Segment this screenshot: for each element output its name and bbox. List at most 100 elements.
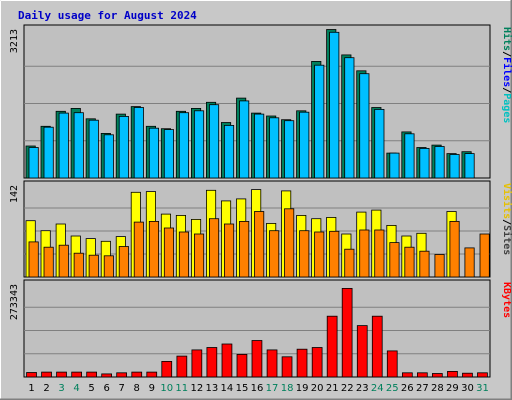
bar-kbytes-day-27 xyxy=(416,372,428,378)
bar-sites-day-15 xyxy=(239,220,250,278)
chart-title: Daily usage for August 2024 xyxy=(18,9,197,22)
bar-kbytes-day-22 xyxy=(341,287,353,378)
bar-files-day-2 xyxy=(43,126,54,179)
legend-separator: / xyxy=(501,87,512,93)
legend-item-files: Files xyxy=(501,57,512,87)
bar-files-day-3 xyxy=(58,112,69,179)
bar-kbytes-day-31 xyxy=(477,372,488,378)
bar-kbytes-day-12 xyxy=(191,349,203,378)
bar-files-day-12 xyxy=(193,110,205,179)
bar-sites-day-29 xyxy=(449,220,460,278)
bar-sites-day-27 xyxy=(419,250,430,278)
x-tick-label-day-17: 17 xyxy=(266,383,279,394)
bar-files-day-25 xyxy=(389,152,400,179)
bar-kbytes-day-21 xyxy=(326,315,338,378)
x-tick-label-day-15: 15 xyxy=(236,383,249,394)
bar-sites-day-13 xyxy=(208,218,220,278)
bar-sites-day-19 xyxy=(299,230,310,278)
bar-sites-day-26 xyxy=(404,246,415,278)
bar-kbytes-day-8 xyxy=(131,371,143,378)
x-tick-label-day-10: 10 xyxy=(160,383,173,394)
legend-item-pages: Pages xyxy=(501,93,512,123)
x-tick-label-day-22: 22 xyxy=(341,383,354,394)
bar-kbytes-day-11 xyxy=(176,355,188,378)
bar-files-day-16 xyxy=(254,113,265,179)
bar-sites-day-10 xyxy=(163,227,175,278)
bar-sites-day-24 xyxy=(374,229,385,278)
x-tick-label-day-6: 6 xyxy=(104,383,110,394)
bar-kbytes-day-10 xyxy=(161,360,173,378)
x-tick-label-day-21: 21 xyxy=(326,383,339,394)
x-tick-label-day-23: 23 xyxy=(356,383,369,394)
x-tick-label-day-29: 29 xyxy=(446,383,459,394)
bar-files-day-20 xyxy=(314,64,325,179)
panel-pages-files-hits-legend: Hits/Files/Pages xyxy=(501,27,512,123)
bar-sites-day-2 xyxy=(43,246,54,278)
bar-kbytes-day-14 xyxy=(221,343,233,378)
bar-sites-day-12 xyxy=(193,233,205,278)
x-tick-label-day-19: 19 xyxy=(296,383,309,394)
bar-files-day-24 xyxy=(374,109,385,179)
bar-files-day-13 xyxy=(208,104,220,179)
bar-sites-day-9 xyxy=(148,220,160,278)
x-tick-label-day-11: 11 xyxy=(175,383,188,394)
x-tick-label-day-16: 16 xyxy=(251,383,264,394)
bar-sites-day-11 xyxy=(178,231,190,278)
legend-item-kbytes: KBytes xyxy=(501,282,512,318)
bar-files-day-17 xyxy=(269,117,280,179)
bar-kbytes-day-24 xyxy=(371,315,383,378)
bar-sites-day-8 xyxy=(133,221,144,278)
bar-files-day-11 xyxy=(178,112,190,179)
bar-kbytes-day-1 xyxy=(26,372,37,378)
x-tick-label-day-25: 25 xyxy=(386,383,399,394)
legend-item-sites: Sites xyxy=(501,225,512,255)
bar-files-day-7 xyxy=(118,116,129,179)
x-tick-label-day-24: 24 xyxy=(371,383,384,394)
x-tick-label-day-27: 27 xyxy=(416,383,429,394)
bar-sites-day-7 xyxy=(118,246,129,278)
bar-files-day-1 xyxy=(28,147,39,179)
x-tick-label-day-18: 18 xyxy=(281,383,294,394)
bar-sites-day-20 xyxy=(314,231,325,278)
bar-files-day-19 xyxy=(299,111,310,179)
bar-kbytes-day-3 xyxy=(56,371,67,378)
bar-sites-day-6 xyxy=(103,255,114,278)
legend-item-hits: Hits xyxy=(501,27,512,51)
bar-sites-day-14 xyxy=(223,223,235,278)
bar-files-day-23 xyxy=(359,73,370,179)
bar-files-day-10 xyxy=(163,129,175,179)
x-tick-label-day-1: 1 xyxy=(28,383,34,394)
panel-kbytes-legend: KBytes xyxy=(501,282,512,318)
bar-files-day-30 xyxy=(464,153,475,179)
bar-kbytes-day-2 xyxy=(41,371,52,378)
bar-sites-day-30 xyxy=(464,247,475,278)
bar-kbytes-day-20 xyxy=(311,347,323,378)
x-tick-label-day-20: 20 xyxy=(311,383,324,394)
bar-files-day-15 xyxy=(239,100,250,179)
bar-kbytes-day-7 xyxy=(116,372,127,378)
legend-item-visits: Visits xyxy=(501,183,512,219)
panel-sites-visits-legend: Visits/Sites xyxy=(501,183,512,255)
bar-sites-day-31 xyxy=(479,233,490,278)
bar-sites-day-4 xyxy=(73,252,84,278)
bar-files-day-29 xyxy=(449,154,460,179)
x-tick-label-day-28: 28 xyxy=(431,383,444,394)
bar-kbytes-day-13 xyxy=(206,347,218,378)
bar-sites-day-25 xyxy=(389,242,400,278)
x-tick-label-day-12: 12 xyxy=(191,383,204,394)
bar-files-day-26 xyxy=(404,133,415,179)
bar-files-day-14 xyxy=(223,125,235,179)
legend-separator: / xyxy=(501,51,512,57)
bar-files-day-4 xyxy=(73,112,84,179)
bar-kbytes-day-17 xyxy=(266,349,278,378)
bar-kbytes-day-30 xyxy=(462,372,473,378)
bar-kbytes-day-16 xyxy=(251,340,263,378)
bar-sites-day-17 xyxy=(269,230,280,278)
bar-kbytes-day-9 xyxy=(146,371,158,378)
bar-kbytes-day-26 xyxy=(401,372,413,378)
bar-sites-day-23 xyxy=(359,229,370,278)
bar-kbytes-day-6 xyxy=(101,373,112,378)
bar-sites-day-3 xyxy=(58,244,69,278)
